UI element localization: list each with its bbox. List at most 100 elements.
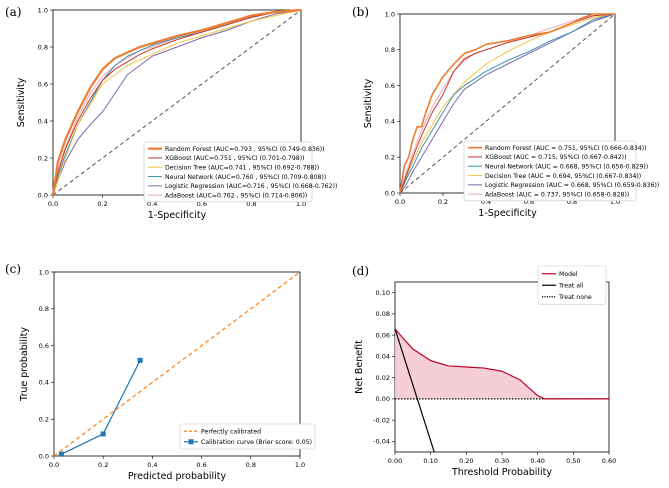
panel-c: (c) 0.0 0.2 0.4 0.6 0.8 1.0 0.0 0.2 0.4 0.6 0.8 1.0 P… — [5, 262, 316, 482]
x-tick-label: 0.2 — [438, 198, 448, 206]
x-tick-label: 0.40 — [530, 457, 544, 465]
x-tick-label: 0.6 — [197, 200, 207, 208]
x-tick-label: 0.30 — [495, 457, 509, 465]
y-tick-label: 0.10 — [376, 289, 390, 297]
y-tick-label: 0.6 — [38, 80, 48, 88]
legend-label: Random Forest (AUC=0.793 , 95%CI (0.749-… — [165, 146, 325, 153]
calibration-point — [58, 451, 64, 457]
x-tick-label: 0.8 — [567, 198, 577, 206]
panel-label: (d) — [352, 264, 369, 278]
y-tick-label: 0.4 — [39, 379, 49, 387]
x-tick-label: 0.8 — [246, 461, 256, 469]
x-tick-label: 0.0 — [48, 200, 58, 208]
series-line-xgboost-auc-0-751-95-ci- — [52, 9, 302, 196]
legend-label: Decision Tree (AUC=0.741 , 95%CI (0.692-… — [165, 164, 319, 171]
y-tick-label: 0.02 — [376, 374, 390, 382]
series-line-random-forest-auc-0-793- — [51, 8, 302, 196]
panel-label: (c) — [5, 262, 21, 276]
legend-label: Neural Network (AUC=0.760 , 95%CI (0.709… — [165, 174, 326, 181]
legend-label: Decision Tree (AUC = 0.694, 95%CI (0.667… — [485, 173, 641, 180]
series-line-neural-network-auc-0-668 — [399, 13, 616, 194]
series-line-treat-all — [395, 328, 435, 452]
diagonal-reference-line — [399, 13, 616, 194]
series-line-model — [395, 328, 609, 400]
y-tick-label: 0.04 — [376, 353, 390, 361]
calibration-point — [137, 357, 143, 363]
x-tick-label: 0.00 — [388, 457, 402, 465]
x-tick-label: 0.4 — [147, 461, 157, 469]
x-tick-label: 0.2 — [97, 200, 107, 208]
x-tick-label: 0.60 — [602, 457, 616, 465]
legend — [537, 265, 607, 305]
y-axis-label: Sensitivity — [363, 78, 374, 128]
y-tick-label: 0.0 — [38, 191, 48, 199]
legend-label: AdaBoost (AUC = 0.737, 95%CI (0.658-0.82… — [485, 191, 629, 198]
y-tick-label: 0.2 — [39, 416, 49, 424]
calibration-point — [100, 431, 106, 437]
series-line-random-forest-auc-0-751- — [399, 13, 615, 194]
legend — [463, 140, 637, 202]
y-tick-label: -0.02 — [373, 416, 390, 424]
plot-frame — [53, 271, 301, 457]
y-tick-label: 0.2 — [38, 154, 48, 162]
x-tick-label: 1.0 — [610, 198, 620, 206]
y-tick-label: 0.06 — [376, 331, 390, 339]
y-tick-label: 0.4 — [385, 118, 395, 126]
y-tick-label: 0.4 — [38, 117, 48, 125]
y-tick-label: 0.8 — [39, 305, 49, 313]
y-axis-label: Net Benefit — [354, 340, 365, 394]
legend-marker — [188, 439, 194, 445]
legend-label: XGBoost (AUC=0.751 , 95%CI (0.701-0.798)… — [165, 155, 305, 162]
legend-label: Logistic Regression (AUC = 0.668, 95%CI … — [485, 182, 659, 189]
panel-label: (b) — [352, 5, 369, 19]
y-tick-label: 0.0 — [39, 452, 49, 460]
diagonal-reference-line — [52, 9, 302, 196]
legend — [179, 423, 316, 450]
panel-label: (a) — [5, 5, 22, 19]
x-tick-label: 1.0 — [296, 200, 306, 208]
x-tick-label: 1.0 — [295, 461, 305, 469]
legend-label: Neural Network (AUC = 0.668, 95%CI (0.65… — [485, 163, 648, 170]
panel-b: (b) 0.0 0.2 0.4 0.6 0.8 1.0 0.0 0.2 0.4 0.6 0.8 1.0 1… — [352, 5, 659, 219]
x-tick-label: 0.10 — [423, 457, 437, 465]
legend-label: Treat all — [558, 282, 584, 289]
legend-label: XGBoost (AUC = 0.715, 95%CI (0.667-0.842… — [485, 154, 627, 161]
y-tick-label: 0.6 — [39, 342, 49, 350]
series-line-logistic-regression-auc- — [399, 13, 616, 194]
legend-label: Perfectly calibrated — [201, 428, 261, 435]
y-axis-label: Sensitivity — [16, 77, 27, 127]
y-tick-label: 0.0 — [385, 189, 395, 197]
x-tick-label: 0.6 — [196, 461, 206, 469]
y-tick-label: 1.0 — [39, 268, 49, 276]
net-benefit-fill-area — [395, 328, 609, 399]
y-tick-label: 1.0 — [385, 10, 395, 18]
x-tick-label: 0.4 — [147, 200, 157, 208]
x-tick-label: 0.4 — [481, 198, 491, 206]
x-axis-label: Threshold Probability — [451, 467, 552, 478]
series-line-adaboost-auc-0-737-95-ci — [399, 13, 616, 194]
y-tick-label: 0.2 — [385, 154, 395, 162]
x-axis-label: 1-Specificity — [148, 210, 207, 221]
x-tick-label: 0.50 — [566, 457, 580, 465]
x-tick-label: 0.0 — [395, 198, 405, 206]
legend-label: Random Forest (AUC = 0.751, 95%CI (0.666… — [485, 145, 647, 152]
panel-a: (a) 0.0 0.2 0.4 0.6 0.8 1.0 0.0 0.2 0.4 0.6 0.8 1.0 1… — [5, 5, 337, 221]
y-tick-label: 0.08 — [376, 310, 390, 318]
series-line-decision-tree-auc-0-741- — [52, 9, 302, 196]
series-line-logistic-regression-auc- — [52, 9, 302, 196]
y-tick-label: 0.8 — [385, 46, 395, 54]
y-tick-label: 0.6 — [385, 82, 395, 90]
x-axis-label: 1-Specificity — [478, 208, 537, 219]
series-line-perfectly-calibrated — [53, 271, 301, 457]
y-tick-label: 1.0 — [38, 6, 48, 14]
x-tick-label: 0.6 — [524, 198, 534, 206]
y-tick-label: -0.04 — [373, 438, 390, 446]
legend-label: AdaBoost (AUC=0.762 , 95%CI (0.714-0.806… — [165, 192, 307, 199]
panel-d: (d) 0.00 0.10 0.20 0.30 0.40 0.50 0.60 -0.04 -0.0… — [352, 264, 616, 478]
legend-label: Calibration curve (Brier score: 0.05) — [201, 439, 312, 446]
legend-label: Treat none — [558, 294, 592, 301]
x-tick-label: 0.20 — [459, 457, 473, 465]
y-tick-label: 0.00 — [376, 395, 390, 403]
